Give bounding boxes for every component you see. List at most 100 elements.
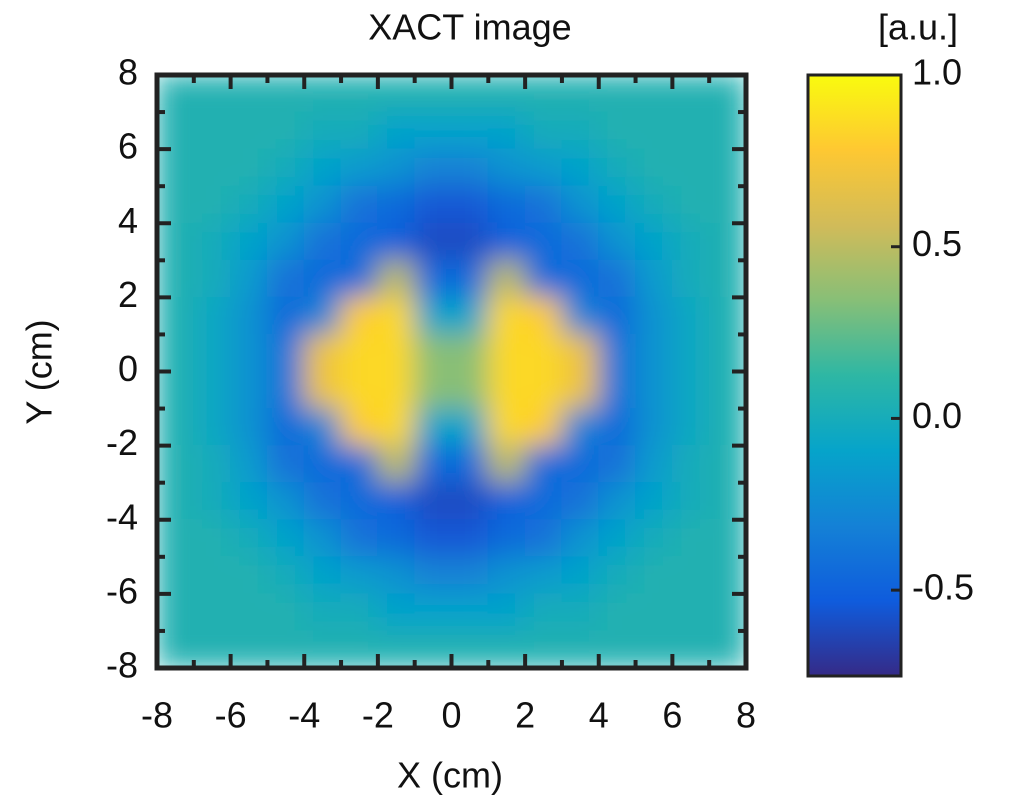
heat-cell xyxy=(266,556,305,595)
heat-cell xyxy=(266,222,305,261)
heat-cell xyxy=(303,408,342,447)
heat-cell xyxy=(635,519,673,558)
heat-cell xyxy=(266,482,305,521)
heat-cell xyxy=(157,259,195,298)
heat-cell xyxy=(340,148,379,187)
heat-cell xyxy=(193,408,232,447)
heat-cell xyxy=(451,371,489,410)
heat-cell xyxy=(635,445,673,484)
heat-cell xyxy=(303,445,342,484)
heat-cell xyxy=(230,630,268,668)
heat-cell xyxy=(708,185,746,224)
heat-cell xyxy=(414,296,452,335)
heat-cell xyxy=(671,593,710,632)
heat-cell xyxy=(708,408,746,447)
heat-cell xyxy=(266,445,305,484)
heat-cell xyxy=(635,593,673,632)
heat-cell xyxy=(193,111,232,150)
y-tick-label: -6 xyxy=(106,570,138,611)
heat-cell xyxy=(230,222,268,261)
colorbar-label: [a.u.] xyxy=(878,7,958,48)
y-axis-label: Y (cm) xyxy=(19,319,60,424)
heat-cell xyxy=(193,556,232,595)
heat-cell xyxy=(708,445,746,484)
heat-cell xyxy=(561,556,600,595)
heat-cell xyxy=(414,482,452,521)
heat-cell xyxy=(303,482,342,521)
heat-cell xyxy=(266,259,305,298)
colorbar xyxy=(806,73,903,678)
heat-cell xyxy=(487,296,526,335)
heat-cell xyxy=(414,259,452,298)
heat-cell xyxy=(451,111,489,150)
heat-cell xyxy=(671,75,710,113)
heat-cell xyxy=(266,333,305,372)
heat-cell xyxy=(598,259,637,298)
heat-cell xyxy=(157,445,195,484)
heat-cell xyxy=(377,445,416,484)
heat-cell xyxy=(598,445,637,484)
heat-cell xyxy=(230,408,268,447)
heat-cell xyxy=(708,482,746,521)
heat-cell xyxy=(635,148,673,187)
heat-cell xyxy=(561,222,600,261)
heat-cell xyxy=(598,482,637,521)
heat-cell xyxy=(230,371,268,410)
heat-cell xyxy=(340,445,379,484)
heat-cell xyxy=(230,445,268,484)
heat-cell xyxy=(671,408,710,447)
heat-cell xyxy=(635,482,673,521)
heat-cell xyxy=(157,408,195,447)
heat-cell xyxy=(598,111,637,150)
heat-cell xyxy=(671,222,710,261)
heat-cell xyxy=(487,519,526,558)
heat-cell xyxy=(487,408,526,447)
heat-cell xyxy=(561,259,600,298)
heat-cell xyxy=(708,222,746,261)
heat-cell xyxy=(561,519,600,558)
x-tick-label: 6 xyxy=(662,695,682,736)
heat-cell xyxy=(230,296,268,335)
heat-cell xyxy=(303,371,342,410)
heat-cell xyxy=(340,630,379,668)
heat-cell xyxy=(340,185,379,224)
heat-cell xyxy=(414,111,452,150)
heat-cell xyxy=(635,296,673,335)
heat-cell xyxy=(708,296,746,335)
x-tick-label: 8 xyxy=(736,695,756,736)
heat-cell xyxy=(561,482,600,521)
colorbar-tick-label: -0.5 xyxy=(912,567,974,608)
heat-cell xyxy=(266,111,305,150)
heat-cell xyxy=(598,185,637,224)
heat-cell xyxy=(303,519,342,558)
x-axis-label: X (cm) xyxy=(397,755,503,796)
heat-cell xyxy=(524,185,563,224)
heat-cell xyxy=(598,408,637,447)
heat-cell xyxy=(451,75,489,113)
heat-cell xyxy=(303,111,342,150)
heat-cell xyxy=(230,593,268,632)
heat-cell xyxy=(303,185,342,224)
heatmap-cells xyxy=(157,75,746,668)
colorbar-tick-label: 0.5 xyxy=(912,223,962,264)
heat-cell xyxy=(487,111,526,150)
heatmap xyxy=(157,75,746,668)
heat-cell xyxy=(193,519,232,558)
heat-cell xyxy=(708,75,746,113)
heat-cell xyxy=(487,630,526,668)
heat-cell xyxy=(340,482,379,521)
heat-cell xyxy=(524,519,563,558)
heat-cell xyxy=(377,111,416,150)
heat-cell xyxy=(414,222,452,261)
heat-cell xyxy=(451,593,489,632)
heat-cell xyxy=(193,185,232,224)
heat-cell xyxy=(377,75,416,113)
heat-cell xyxy=(377,333,416,372)
heat-cell xyxy=(671,185,710,224)
heat-cell xyxy=(524,111,563,150)
heat-cell xyxy=(230,75,268,113)
heat-cell xyxy=(561,445,600,484)
heat-cell xyxy=(561,630,600,668)
